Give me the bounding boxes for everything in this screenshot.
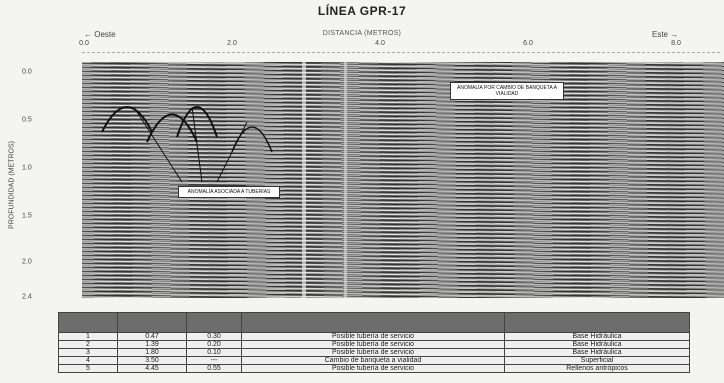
x-tick-label: 8.0 [671, 40, 681, 47]
distance-cell: 4.45 [117, 364, 187, 373]
table-row: 1 0.47 0.30 Posible tubería de servicio … [58, 332, 690, 341]
y-tick-label: 2.0 [22, 258, 32, 266]
distance-cell: 3.50 [117, 356, 187, 365]
material-cell: Base Hidráulica [504, 340, 690, 349]
table-header-cell [504, 312, 690, 333]
material-cell: Base Hidráulica [504, 348, 690, 357]
direction-west-label: ← Oeste [84, 30, 116, 39]
material-cell: Base Hidráulica [504, 332, 690, 341]
distance-cell: 1.80 [117, 348, 187, 357]
table-header-cell [186, 312, 242, 333]
depth-cell: 0.20 [186, 340, 242, 349]
annotation-tuberias: ANOMALÍA ASOCIADA A TUBERÍAS [178, 186, 280, 198]
description-cell: Posible tubería de servicio [241, 332, 505, 341]
depth-cell: 0.10 [186, 348, 242, 357]
distance-cell: 0.47 [117, 332, 187, 341]
y-tick-label: 1.5 [22, 212, 32, 220]
material-cell: Rellenos antrópicos [504, 364, 690, 373]
table-row: 5 4.45 0.55 Posible tubería de servicio … [58, 364, 690, 373]
x-axis-line [82, 52, 720, 53]
row-id: 5 [58, 364, 118, 373]
description-cell: Posible tubería de servicio [241, 340, 505, 349]
table-row: 2 1.39 0.20 Posible tubería de servicio … [58, 340, 690, 349]
table-header-cell [58, 312, 118, 333]
description-cell: Posible tubería de servicio [241, 364, 505, 373]
depth-cell: --- [186, 356, 242, 365]
description-cell: Cambio de banqueta a vialidad [241, 356, 505, 365]
y-tick-label: 1.0 [22, 164, 32, 172]
y-tick-label: 0.0 [22, 68, 32, 76]
depth-cell: 0.55 [186, 364, 242, 373]
y-axis-label: PROFUNDIDAD (METROS) [8, 141, 16, 229]
results-table: 1 0.47 0.30 Posible tubería de servicio … [58, 312, 690, 373]
distance-cell: 1.39 [117, 340, 187, 349]
radargram-overlay [101, 62, 347, 298]
table-header-row [58, 312, 690, 333]
row-id: 3 [58, 348, 118, 357]
x-tick-label: 2.0 [227, 40, 237, 47]
direction-east-label: Este → [652, 30, 679, 39]
table-row: 3 1.80 0.10 Posible tubería de servicio … [58, 348, 690, 357]
annotation-banqueta-vialidad: ANOMALÍA POR CAMBIO DE BANQUETA A VIALID… [450, 82, 564, 100]
x-tick-label: 4.0 [375, 40, 385, 47]
gpr-radargram: ANOMALÍA POR CAMBIO DE BANQUETA A VIALID… [82, 62, 724, 298]
table-row: 4 3.50 --- Cambio de banqueta a vialidad… [58, 356, 690, 365]
row-id: 1 [58, 332, 118, 341]
description-cell: Posible tubería de servicio [241, 348, 505, 357]
table-header-cell [241, 312, 505, 333]
x-axis-label: DISTANCIA (METROS) [322, 30, 402, 37]
y-tick-label: 2.4 [22, 293, 32, 301]
y-tick-label: 0.5 [22, 116, 32, 124]
x-tick-label: 0.0 [79, 40, 89, 47]
row-id: 2 [58, 340, 118, 349]
table-header-cell [117, 312, 187, 333]
x-tick-label: 6.0 [523, 40, 533, 47]
row-id: 4 [58, 356, 118, 365]
material-cell: Superficial [504, 356, 690, 365]
depth-cell: 0.30 [186, 332, 242, 341]
figure-title: LÍNEA GPR-17 [317, 4, 407, 18]
